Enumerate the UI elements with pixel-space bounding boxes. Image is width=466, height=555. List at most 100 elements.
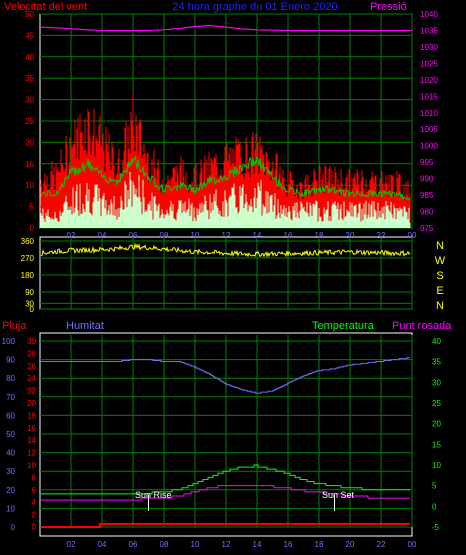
wind-tick-label: 50: [25, 10, 34, 19]
wind-tick-label: 5: [30, 203, 35, 212]
temperature-tick-label: 0: [432, 502, 437, 511]
humidity-tick-label: 90: [6, 356, 15, 365]
wind-tick-label: 25: [25, 117, 34, 126]
pressure-series: [39, 24, 412, 32]
wind-x-tick-label: 02: [67, 231, 76, 240]
temperature-series: [41, 464, 410, 495]
wind-tick-label: 20: [25, 138, 34, 147]
wind-x-tick-label: 20: [346, 231, 355, 240]
direction-tick-label: 270: [21, 254, 35, 263]
temperature-tick-label: 10: [432, 461, 441, 470]
sunrise-label: Sun Rise: [135, 490, 172, 500]
sunset-label: Sun Set: [322, 490, 355, 500]
compass-label: S: [436, 270, 443, 282]
pressure-tick-label: 1030: [420, 43, 438, 52]
rain-tick-label: 4: [32, 498, 37, 507]
humidity-axis-title: Humitat: [66, 320, 104, 332]
pressure-tick-label: 980: [420, 208, 434, 217]
pressure-tick-label: 1010: [420, 109, 438, 118]
temperature-tick-label: -5: [432, 523, 440, 532]
humidity-tick-label: 40: [6, 449, 15, 458]
rain-tick-label: 6: [32, 486, 37, 495]
pressure-tick-label: 995: [420, 158, 434, 167]
wind-x-tick-label: 06: [129, 231, 138, 240]
compass-label: W: [435, 255, 446, 267]
wind-x-tick-label: 22: [377, 231, 386, 240]
climate-x-tick-label: 14: [253, 540, 262, 549]
rain-tick-label: 12: [27, 449, 36, 458]
pressure-tick-label: 990: [420, 175, 434, 184]
wind-tick-label: 35: [25, 74, 34, 83]
compass-label: N: [436, 240, 444, 252]
climate-x-tick-label: 06: [129, 540, 138, 549]
wind-tick-label: 15: [25, 160, 34, 169]
pressure-tick-label: 1020: [420, 76, 438, 85]
wind-low-series: [40, 171, 411, 228]
climate-x-tick-label: 18: [315, 540, 324, 549]
rain-tick-label: 0: [32, 523, 37, 532]
rain-tick-label: 10: [27, 461, 36, 470]
rain-tick-label: 30: [27, 337, 36, 346]
wind-x-tick-label: 16: [284, 231, 293, 240]
pressure-tick-label: 1040: [420, 10, 438, 19]
rain-tick-label: 28: [27, 349, 36, 358]
wind-axis-title: Velocitat del vent: [4, 1, 87, 13]
temperature-tick-label: 20: [432, 420, 441, 429]
humidity-tick-label: 20: [6, 486, 15, 495]
rain-tick-label: 14: [27, 436, 36, 445]
climate-x-tick-label: 12: [222, 540, 231, 549]
climate-x-tick-label: 00: [408, 540, 417, 549]
rain-tick-label: 24: [27, 374, 36, 383]
wind-average-series: [40, 155, 411, 201]
temperature-tick-label: 25: [432, 399, 441, 408]
pressure-tick-label: 1035: [420, 26, 438, 35]
rain-tick-label: 8: [32, 473, 37, 482]
pressure-axis-title: Pressió: [370, 1, 407, 13]
wind-tick-label: 0: [30, 224, 35, 233]
humidity-tick-label: 80: [6, 374, 15, 383]
pressure-tick-label: 985: [420, 191, 434, 200]
wind-tick-label: 10: [25, 181, 34, 190]
wind-x-tick-label: 00: [408, 231, 417, 240]
rain-tick-label: 2: [32, 511, 37, 520]
humidity-tick-label: 70: [6, 393, 15, 402]
dewpoint-series: [41, 485, 410, 501]
compass-label: E: [436, 285, 443, 297]
humidity-tick-label: 30: [6, 467, 15, 476]
wind-x-tick-label: 10: [191, 231, 200, 240]
wind-tick-label: 30: [25, 96, 34, 105]
direction-tick-label: 180: [21, 271, 35, 280]
climate-x-tick-label: 16: [284, 540, 293, 549]
humidity-tick-label: 50: [6, 430, 15, 439]
wind-x-tick-label: 18: [315, 231, 324, 240]
temperature-axis-title: Temperatura: [312, 320, 375, 332]
pressure-tick-label: 975: [420, 224, 434, 233]
direction-tick-label: 30: [25, 299, 34, 308]
rain-tick-label: 26: [27, 362, 36, 371]
temperature-tick-label: 15: [432, 440, 441, 449]
rain-tick-label: 18: [27, 411, 36, 420]
dewpoint-axis-title: Punt rosada: [392, 320, 452, 332]
temperature-tick-label: 35: [432, 358, 441, 367]
wind-x-tick-label: 14: [253, 231, 262, 240]
pressure-tick-label: 1025: [420, 59, 438, 68]
climate-x-tick-label: 22: [377, 540, 386, 549]
climate-x-tick-label: 08: [160, 540, 169, 549]
climate-x-tick-label: 20: [346, 540, 355, 549]
rain-axis-title: Pluja: [2, 320, 27, 332]
wind-x-tick-label: 08: [160, 231, 169, 240]
pressure-tick-label: 1015: [420, 92, 438, 101]
pressure-tick-label: 1000: [420, 142, 438, 151]
humidity-tick-label: 100: [2, 337, 16, 346]
wind-x-tick-label: 12: [222, 231, 231, 240]
chart-title: 24 hora graphe du 01 Enero 2020: [172, 1, 337, 13]
wind-tick-label: 40: [25, 53, 34, 62]
climate-x-tick-label: 10: [191, 540, 200, 549]
climate-x-tick-label: 04: [98, 540, 107, 549]
direction-tick-label: 90: [25, 288, 34, 297]
climate-x-tick-label: 02: [67, 540, 76, 549]
humidity-series: [41, 357, 410, 394]
direction-series: [40, 242, 411, 258]
humidity-tick-label: 10: [6, 504, 15, 513]
